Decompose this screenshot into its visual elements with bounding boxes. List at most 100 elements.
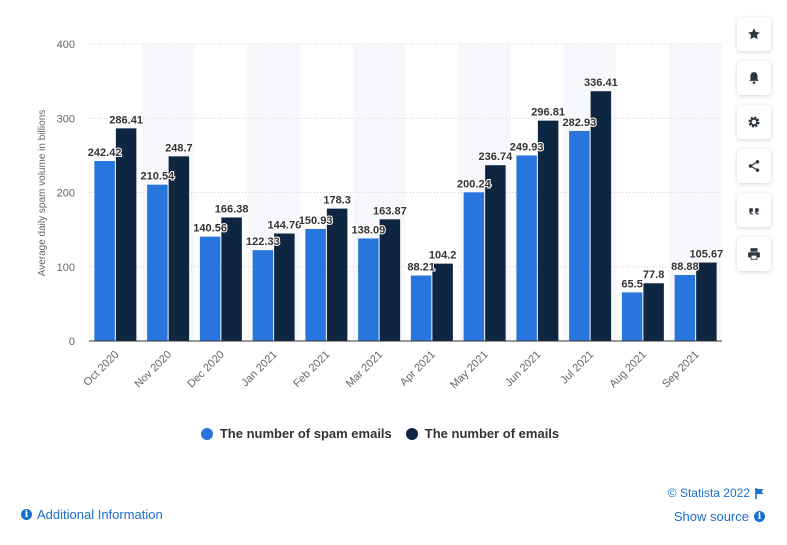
legend-label-spam: The number of spam emails <box>219 426 392 441</box>
x-tick-label: Sep 2021 <box>660 349 702 391</box>
bar-emails[interactable] <box>221 217 242 341</box>
data-label: 104.2 <box>429 250 457 262</box>
bar-emails[interactable] <box>590 91 612 341</box>
x-tick-label: May 2021 <box>448 349 491 392</box>
x-tick-label: Oct 2020 <box>81 349 121 389</box>
legend-item-emails[interactable]: The number of emails <box>405 426 560 441</box>
y-tick-label: 100 <box>57 262 75 274</box>
bar-emails[interactable] <box>485 165 506 341</box>
additional-information-link[interactable]: i Additional Information <box>21 507 163 522</box>
y-tick-label: 200 <box>57 188 75 200</box>
data-label: 249.93 <box>510 141 544 153</box>
bar-spam[interactable] <box>305 228 326 341</box>
bar-emails[interactable] <box>379 219 401 341</box>
bar-spam[interactable] <box>199 236 221 341</box>
flag-icon <box>755 487 764 499</box>
settings-button[interactable] <box>737 105 771 139</box>
bars <box>94 91 717 341</box>
credit-label: © Statista 2022 <box>667 486 750 500</box>
grid-lines <box>89 43 722 268</box>
y-tick-label: 0 <box>69 336 75 348</box>
sidebar-toolbar <box>737 17 771 271</box>
y-axis-ticks: 0 100 200 300 400 <box>57 39 75 348</box>
bar-emails[interactable] <box>696 262 717 341</box>
x-tick-label: Nov 2020 <box>132 349 174 391</box>
bar-spam[interactable] <box>674 275 696 341</box>
data-label: 242.42 <box>88 147 122 159</box>
data-label: 296.81 <box>531 107 565 119</box>
data-label: 236.74 <box>479 151 514 163</box>
x-tick-label: Jul 2021 <box>558 349 596 387</box>
bar-spam[interactable] <box>147 184 168 341</box>
print-icon <box>748 248 760 260</box>
bar-emails[interactable] <box>326 208 348 341</box>
bar-spam[interactable] <box>358 238 379 341</box>
x-tick-label: Mar 2021 <box>344 349 385 390</box>
legend: The number of spam emails The number of … <box>0 426 760 441</box>
bar-spam[interactable] <box>252 250 274 341</box>
bar-emails[interactable] <box>643 283 664 341</box>
info-icon: i <box>754 511 765 522</box>
quote-icon <box>749 208 759 215</box>
data-label: 163.87 <box>373 205 407 217</box>
y-tick-label: 300 <box>57 113 75 125</box>
star-icon <box>748 28 760 40</box>
data-label: 88.88 <box>671 261 699 273</box>
bar-spam[interactable] <box>516 155 537 341</box>
x-tick-label: Aug 2021 <box>607 349 649 391</box>
statista-credit-link[interactable]: © Statista 2022 <box>668 486 765 500</box>
legend-marker-spam <box>200 427 213 440</box>
x-tick-label: Feb 2021 <box>291 349 332 390</box>
cite-button[interactable] <box>737 193 771 227</box>
data-label: 138.09 <box>352 224 386 236</box>
bar-spam[interactable] <box>569 130 590 341</box>
data-label: 77.8 <box>643 269 664 281</box>
data-label: 166.38 <box>215 203 249 215</box>
additional-information-label: Additional Information <box>37 507 163 522</box>
legend-label-emails: The number of emails <box>424 426 560 441</box>
data-label: 88.21 <box>407 262 435 274</box>
data-label: 140.56 <box>193 223 227 235</box>
bar-emails[interactable] <box>432 263 453 341</box>
bell-icon <box>749 72 759 84</box>
data-label: 105.67 <box>690 249 724 261</box>
x-tick-label: Dec 2020 <box>185 349 227 391</box>
data-label: 178.3 <box>323 195 351 207</box>
data-label: 122.33 <box>246 236 280 248</box>
data-label: 336.41 <box>584 77 618 89</box>
gear-icon <box>748 116 760 128</box>
data-label: 150.93 <box>299 215 333 227</box>
x-tick-label: Apr 2021 <box>398 349 438 389</box>
show-source-link[interactable]: Show source i <box>674 509 765 524</box>
data-label: 248.7 <box>165 142 193 154</box>
bar-spam[interactable] <box>463 192 485 341</box>
data-label: 286.41 <box>109 114 143 126</box>
y-axis-label: Average daily spam volume in billions <box>37 110 48 277</box>
bar-spam[interactable] <box>410 275 432 341</box>
y-tick-label: 400 <box>57 39 75 51</box>
data-label: 210.54 <box>141 171 176 183</box>
favorite-button[interactable] <box>737 17 771 51</box>
data-labels: 242.42 286.41 210.54 248.7 140.56 166.38 122.3… <box>87 76 724 291</box>
share-button[interactable] <box>737 149 771 183</box>
print-button[interactable] <box>737 237 771 271</box>
bar-emails[interactable] <box>168 156 190 341</box>
notification-button[interactable] <box>737 61 771 95</box>
bar-spam[interactable] <box>94 161 115 341</box>
x-tick-label: Jun 2021 <box>503 349 543 389</box>
info-icon: i <box>21 509 32 520</box>
x-axis-ticks: Oct 2020 Nov 2020 Dec 2020 Jan 2021 Feb 2021… <box>81 349 701 392</box>
legend-marker-emails <box>405 427 418 440</box>
data-label: 282.93 <box>563 117 597 129</box>
data-label: 65.5 <box>621 278 642 290</box>
bar-emails[interactable] <box>115 128 137 341</box>
legend-item-spam[interactable]: The number of spam emails <box>200 426 392 441</box>
bar-spam[interactable] <box>621 292 643 341</box>
bar-emails[interactable] <box>274 233 295 341</box>
data-label: 200.24 <box>457 178 492 190</box>
bar-emails[interactable] <box>537 120 559 341</box>
share-icon <box>748 160 760 172</box>
x-tick-label: Jan 2021 <box>239 349 279 389</box>
show-source-label: Show source <box>673 509 749 524</box>
